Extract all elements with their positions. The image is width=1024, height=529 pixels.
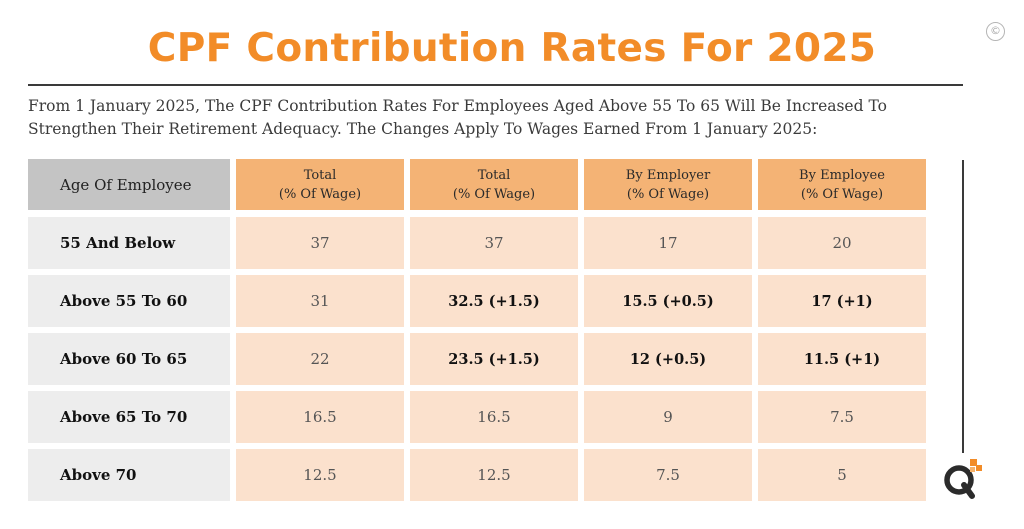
header-sublabel: (% Of Wage): [800, 186, 884, 202]
table-cell: 17 (+1): [758, 275, 926, 327]
header-by-employer: By Employer (% Of Wage): [584, 159, 752, 210]
table-cell: 9: [584, 391, 752, 443]
row-label-above-70: Above 70: [28, 449, 230, 501]
header-sublabel: (% Of Wage): [452, 186, 536, 202]
intro-paragraph: From 1 January 2025, The CPF Contributio…: [28, 97, 887, 138]
header-total-current: Total (% Of Wage): [236, 159, 404, 210]
table-cell: 17: [584, 217, 752, 269]
header-sublabel: (% Of Wage): [278, 186, 362, 202]
table-cell: 5: [758, 449, 926, 501]
table-cell: 12 (+0.5): [584, 333, 752, 385]
header-label: Total: [477, 167, 511, 183]
table-cell: 12.5: [236, 449, 404, 501]
table-cell: 16.5: [410, 391, 578, 443]
table-cell: 23.5 (+1.5): [410, 333, 578, 385]
table-cell: 15.5 (+0.5): [584, 275, 752, 327]
table-cell: 32.5 (+1.5): [410, 275, 578, 327]
table-cell: 7.5: [758, 391, 926, 443]
row-label-above-55-to-60: Above 55 To 60: [28, 275, 230, 327]
header-total-2025: Total (% Of Wage): [410, 159, 578, 210]
row-label-55-and-below: 55 And Below: [28, 217, 230, 269]
table-cell: 12.5: [410, 449, 578, 501]
table-cell: 11.5 (+1): [758, 333, 926, 385]
header-age-of-employee: Age Of Employee: [28, 159, 230, 210]
table-cell: 31: [236, 275, 404, 327]
header-label: By Employer: [625, 167, 711, 183]
table-cell: 37: [236, 217, 404, 269]
table-cell: 37: [410, 217, 578, 269]
table-cell: 20: [758, 217, 926, 269]
title-divider: [28, 84, 963, 86]
header-label: Total: [303, 167, 337, 183]
row-label-above-65-to-70: Above 65 To 70: [28, 391, 230, 443]
header-label: Age Of Employee: [60, 175, 192, 194]
side-divider: [962, 160, 964, 453]
header-label: By Employee: [799, 167, 885, 183]
table-cell: 7.5: [584, 449, 752, 501]
table-cell: 16.5: [236, 391, 404, 443]
q-brand-logo-icon: [944, 459, 982, 499]
table-cell: 22: [236, 333, 404, 385]
copyright-icon: ©: [986, 22, 1005, 41]
header-sublabel: (% Of Wage): [626, 186, 710, 202]
row-label-above-60-to-65: Above 60 To 65: [28, 333, 230, 385]
header-by-employee: By Employee (% Of Wage): [758, 159, 926, 210]
page-title: CPF Contribution Rates For 2025: [147, 26, 877, 71]
